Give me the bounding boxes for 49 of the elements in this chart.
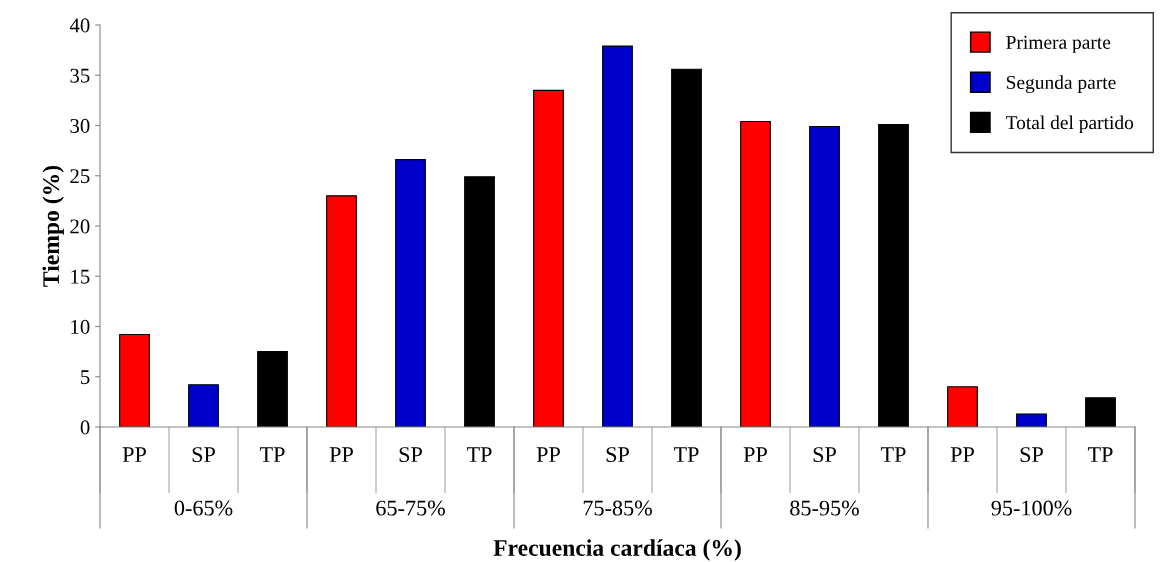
x-axis-title: Frecuencia cardíaca (%): [493, 539, 741, 561]
legend-label: Segunda parte: [1006, 75, 1116, 93]
bar: [119, 333, 150, 427]
bar: [464, 176, 495, 427]
x-tick-label: TP: [880, 447, 906, 462]
y-tick-label: 25: [70, 169, 90, 184]
bar: [326, 195, 357, 427]
bar: [257, 351, 288, 427]
y-tick-label: 15: [71, 269, 90, 284]
x-tick-label: SP: [1020, 447, 1043, 463]
text: 75-85%: [583, 500, 652, 516]
y-tick-label: 10: [71, 319, 90, 334]
x-tick-label: SP: [399, 447, 422, 463]
bar: [809, 125, 840, 427]
bar: [188, 384, 219, 427]
bar: [602, 45, 633, 427]
bar: [671, 68, 702, 427]
x-tick-label: SP: [813, 447, 836, 463]
y-tick-label: 35: [70, 68, 90, 83]
x-tick-label: TP: [466, 447, 492, 462]
x-tick-label: PP: [743, 447, 767, 462]
text: 65-75%: [376, 500, 445, 516]
legend-label: Primera parte: [1006, 35, 1111, 53]
text: 85-95%: [790, 500, 859, 516]
bar: [878, 123, 909, 427]
y-tick-label: 0: [80, 420, 90, 435]
bar: [1016, 413, 1047, 427]
legend-label: Total del partido: [1005, 115, 1134, 134]
x-tick-label: TP: [673, 447, 699, 462]
x-tick-label: TP: [1087, 447, 1113, 462]
bar: [533, 89, 564, 427]
x-tick-label: PP: [536, 447, 560, 462]
x-tick-label: PP: [329, 447, 353, 462]
text: 0-65%: [174, 500, 233, 516]
x-tick-label: SP: [606, 447, 629, 463]
x-tick-label: PP: [122, 447, 146, 462]
x-tick-label: PP: [950, 447, 974, 462]
y-tick-label: 40: [69, 18, 90, 33]
y-axis-title: Tiempo (%): [42, 165, 64, 287]
y-tick-label: 5: [81, 370, 90, 385]
bar: [1085, 397, 1116, 427]
bar: [740, 120, 771, 427]
x-tick-label: SP: [192, 447, 215, 463]
y-tick-label: 30: [70, 118, 90, 133]
x-tick-label: TP: [259, 447, 285, 462]
text: 95-100%: [991, 500, 1072, 516]
bar: [395, 159, 426, 427]
bar: [947, 386, 978, 427]
y-tick-label: 20: [70, 219, 90, 234]
